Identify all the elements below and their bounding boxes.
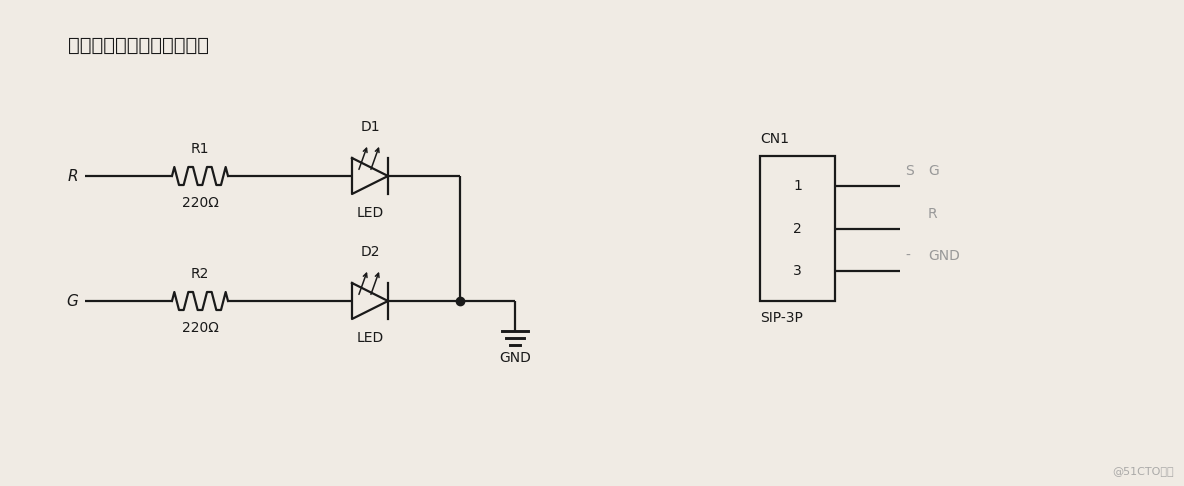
Text: S: S <box>905 164 914 178</box>
Text: R: R <box>928 207 938 221</box>
Text: R1: R1 <box>191 142 210 156</box>
Text: 该模块的原理图如下所示：: 该模块的原理图如下所示： <box>67 36 210 55</box>
Text: -: - <box>905 249 909 263</box>
Text: GND: GND <box>928 249 960 263</box>
Text: R: R <box>67 169 78 184</box>
Text: 2: 2 <box>793 222 802 236</box>
Bar <box>760 156 835 301</box>
Text: D1: D1 <box>360 120 380 134</box>
Text: GND: GND <box>500 351 530 365</box>
Text: SIP-3P: SIP-3P <box>760 311 803 325</box>
Text: LED: LED <box>356 331 384 345</box>
Text: G: G <box>928 164 939 178</box>
Text: 220Ω: 220Ω <box>181 196 218 210</box>
Text: R2: R2 <box>191 267 210 281</box>
Text: @51CTO博客: @51CTO博客 <box>1113 466 1175 476</box>
Text: LED: LED <box>356 206 384 220</box>
Text: 1: 1 <box>793 179 802 193</box>
Text: 220Ω: 220Ω <box>181 321 218 335</box>
Text: 3: 3 <box>793 264 802 278</box>
Text: CN1: CN1 <box>760 132 789 146</box>
Text: D2: D2 <box>360 245 380 259</box>
Text: G: G <box>66 294 78 309</box>
